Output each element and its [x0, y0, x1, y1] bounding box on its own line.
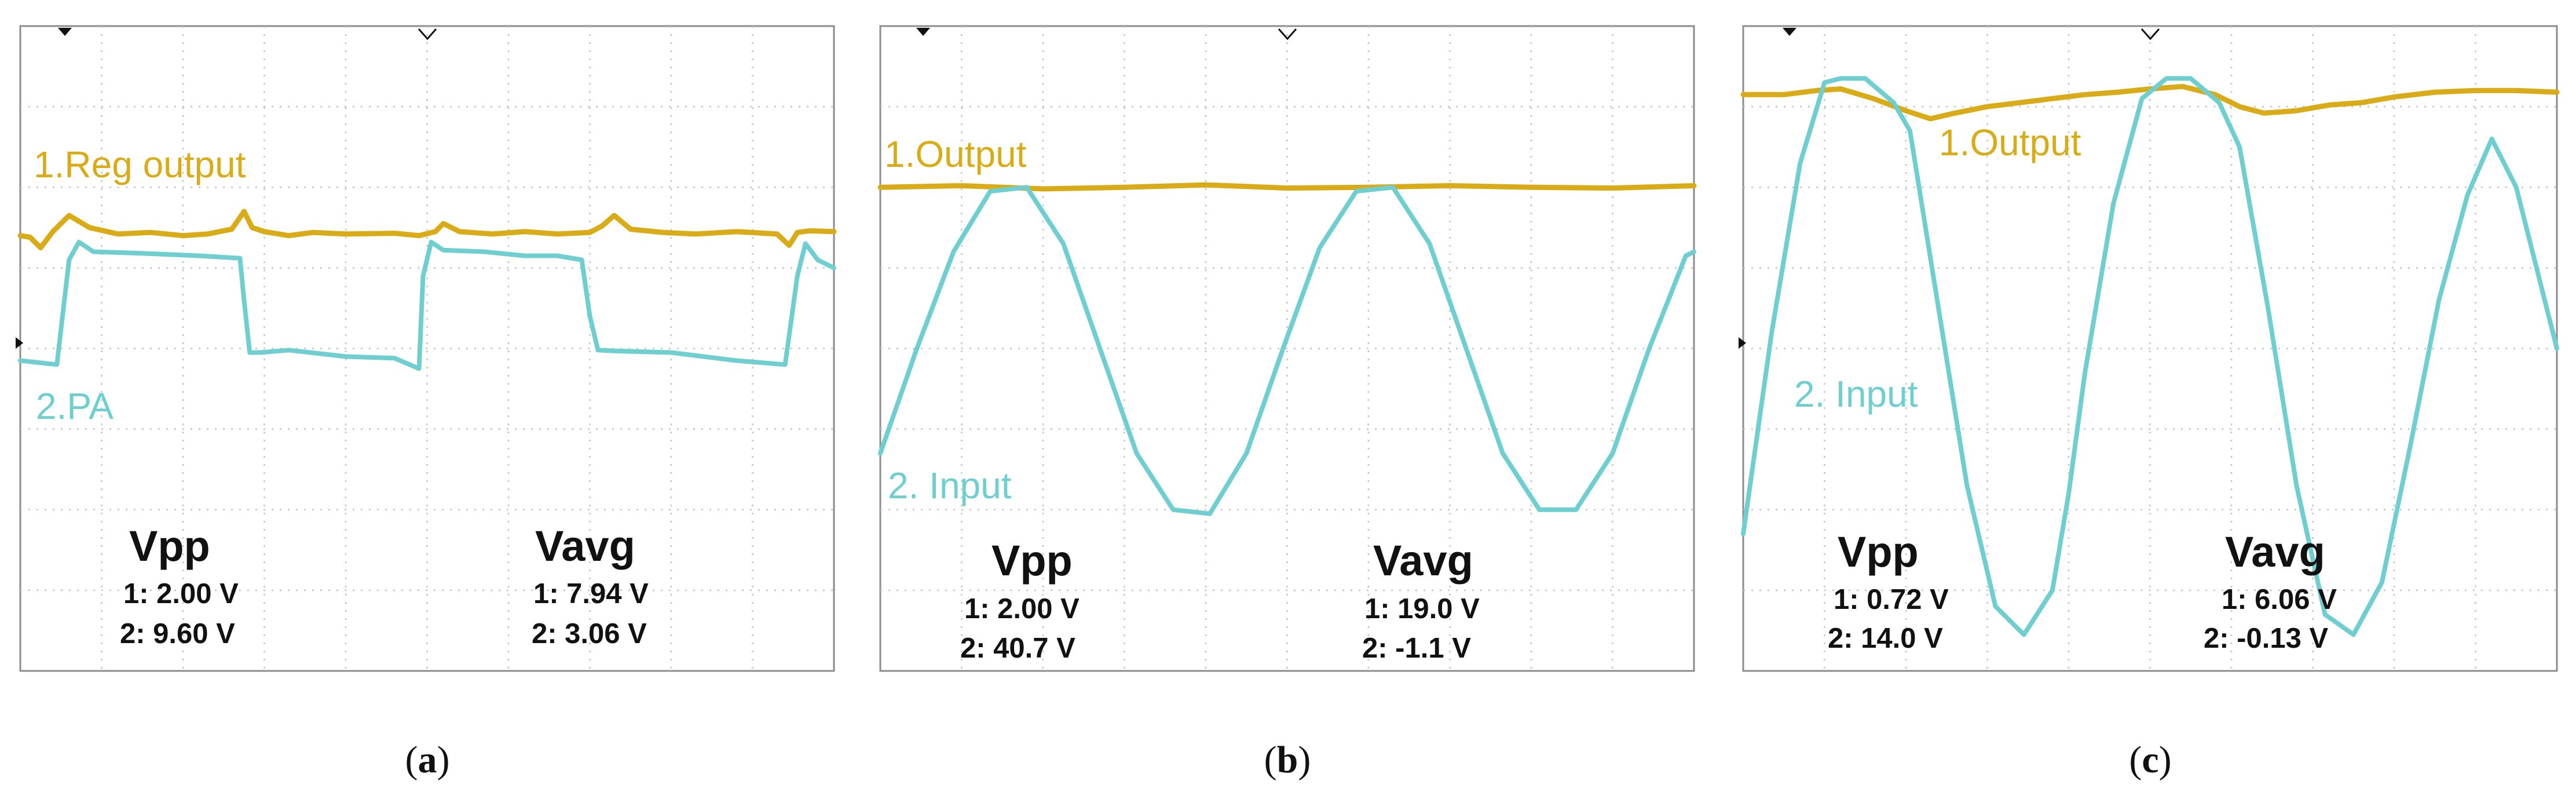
panel-b-ch1-label: 1.Output — [884, 133, 1027, 175]
panel-c-time-marker-icon — [2140, 28, 2160, 41]
panel-c-vpp-ch1: 1: 0.72 V — [1834, 584, 1949, 615]
panel-b-ch2-label: 2. Input — [888, 465, 1012, 506]
panel-a-vpp-ch1: 1: 2.00 V — [123, 578, 239, 609]
panel-c-vavg-title: Vavg — [2225, 528, 2325, 576]
panel-a-caption-letter: a — [418, 739, 437, 781]
panel-c-caption: (c) — [2129, 739, 2171, 781]
panel-c-vpp-title: Vpp — [1838, 528, 1919, 576]
panel-b-time-marker-icon — [1278, 28, 1297, 41]
panel-b-vavg-ch1: 1: 19.0 V — [1364, 593, 1480, 625]
panel-a-vavg-ch2: 2: 3.06 V — [532, 618, 647, 649]
panel-c-vavg-ch1: 1: 6.06 V — [2222, 584, 2337, 615]
panel-c-series-ch1-line — [1740, 83, 2560, 122]
panel-c-ground-marker-icon — [1739, 337, 1746, 349]
panel-a-caption: (a) — [405, 739, 450, 781]
panel-b-vpp-title: Vpp — [991, 536, 1073, 585]
panel-b-series-ch2-line — [878, 185, 1696, 516]
panel-b-caption-letter: b — [1277, 739, 1298, 781]
panel-a: 1.Reg output 2.PA Vpp 1: 2.00 V 2: 9.60 … — [16, 25, 837, 672]
panel-b-trigger-marker-icon — [916, 28, 930, 36]
panel-a-vpp-ch2: 2: 9.60 V — [120, 618, 235, 649]
panel-b: 1.Output 2. Input Vpp 1: 2.00 V 2: 40.7 … — [877, 25, 1697, 672]
panel-c-grid — [1743, 26, 2557, 671]
panel-c-caption-letter: c — [2142, 739, 2158, 781]
panel-b-vavg-ch2: 2: -1.1 V — [1362, 633, 1471, 664]
panel-b-vpp-ch1: 1: 2.00 V — [964, 593, 1080, 625]
panel-c-trigger-marker-icon — [1783, 28, 1796, 36]
panel-c-ch1-label: 1.Output — [1939, 122, 2081, 163]
panel-a-series-ch2-line — [18, 239, 836, 371]
panel-b-vavg-title: Vavg — [1373, 536, 1473, 585]
panel-a-ground-marker-icon — [16, 337, 23, 349]
panel-b-caption: (b) — [1264, 739, 1311, 781]
panel-a-vpp-title: Vpp — [129, 522, 210, 570]
panel-a-vavg-title: Vavg — [535, 522, 635, 570]
panel-a-series-ch1-line — [17, 209, 837, 251]
panel-a-ch1-label: 1.Reg output — [34, 144, 246, 185]
panel-a-vavg-ch1: 1: 7.94 V — [533, 578, 649, 609]
panel-a-ch2-label: 2.PA — [36, 385, 114, 427]
panel-c: 1.Output 2. Input Vpp 1: 0.72 V 2: 14.0 … — [1739, 25, 2560, 672]
panel-c-vpp-ch2: 2: 14.0 V — [1828, 623, 1943, 654]
panel-b-vpp-ch2: 2: 40.7 V — [960, 633, 1075, 664]
panel-c-ch2-label: 2. Input — [1794, 373, 1918, 415]
panel-a-time-marker-icon — [418, 28, 437, 41]
panel-c-series-ch2-line — [1741, 76, 2559, 637]
panel-c-vavg-ch2: 2: -0.13 V — [2204, 623, 2328, 654]
panel-a-trigger-marker-icon — [58, 28, 72, 36]
